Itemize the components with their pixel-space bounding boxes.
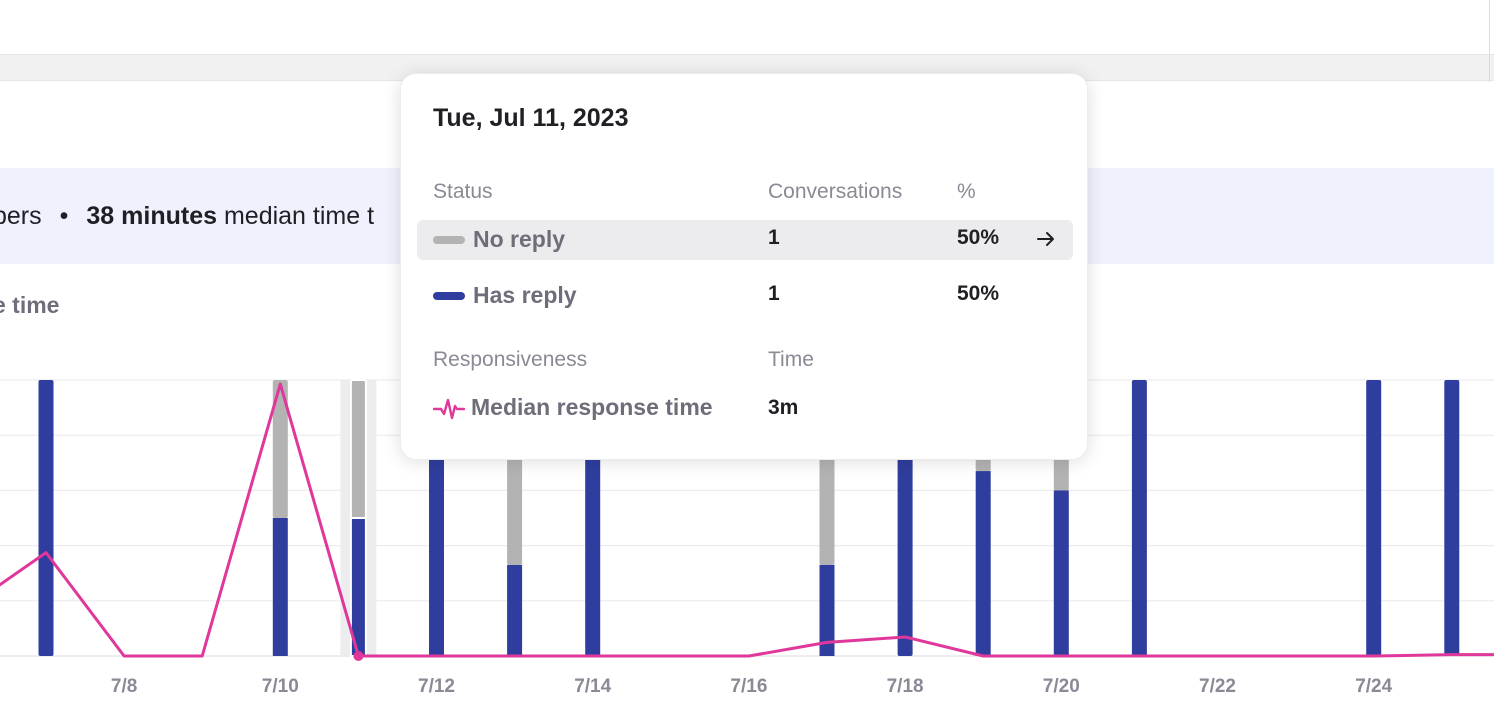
tooltip-row-median: Median response time 3m [417, 388, 1073, 428]
tooltip-row-no-reply[interactable]: No reply 1 50% [417, 220, 1073, 260]
x-axis-label: 7/8 [111, 676, 137, 697]
tooltip-row-has-reply[interactable]: Has reply 1 50% [417, 276, 1073, 316]
bar-has-reply [1053, 490, 1069, 656]
x-axis-label: 7/10 [262, 676, 299, 697]
bar-has-reply [507, 564, 523, 656]
bar-has-reply [975, 471, 991, 656]
chart-caption: e time [0, 292, 60, 318]
x-axis-labels: 7/8 7/10 7/12 7/14 7/16 7/18 7/20 7/22 7/24 [111, 676, 1393, 697]
bar-has-reply [1131, 380, 1147, 656]
bar-has-reply [819, 564, 835, 656]
percent-header: % [957, 180, 976, 203]
median-label: Median response time [471, 394, 713, 420]
x-axis-label: 7/24 [1355, 676, 1392, 697]
bar-no-reply [349, 379, 367, 519]
x-axis-label: 7/22 [1199, 676, 1236, 697]
bar-no-reply [272, 380, 288, 518]
x-axis-label: 7/18 [887, 676, 924, 697]
summary-text: pers • 38 minutes median time t [0, 168, 374, 264]
median-line-layer [0, 382, 1494, 661]
x-axis-label: 7/20 [1043, 676, 1080, 697]
bullet-separator: • [59, 202, 69, 230]
chart-tooltip: Tue, Jul 11, 2023 Status Conversations %… [400, 73, 1088, 460]
bar-has-reply [38, 380, 54, 656]
tooltip-date: Tue, Jul 11, 2023 [433, 104, 629, 132]
has-reply-swatch [433, 292, 465, 300]
row-percent: 50% [957, 282, 1000, 305]
median-value: 3m [768, 396, 799, 419]
arrow-right-icon[interactable] [1035, 228, 1057, 250]
x-axis-label: 7/12 [418, 676, 455, 697]
responsiveness-header: Responsiveness [433, 348, 588, 371]
bar-has-reply [1366, 380, 1382, 656]
row-count: 1 [768, 226, 780, 249]
bar-has-reply [272, 518, 288, 656]
row-label: No reply [473, 226, 566, 252]
bar-has-reply [1444, 380, 1460, 656]
scrollbar[interactable] [1489, 0, 1490, 82]
pulse-icon [433, 398, 465, 420]
x-axis-label: 7/14 [574, 676, 611, 697]
status-header: Status [433, 180, 493, 203]
no-reply-swatch [433, 236, 465, 244]
summary-prefix: pers [0, 202, 42, 230]
row-label: Has reply [473, 282, 577, 308]
summary-suffix: median time t [223, 202, 375, 230]
median-response-line [0, 382, 1494, 658]
median-hover-point [353, 651, 364, 661]
conversations-header: Conversations [768, 180, 903, 203]
median-time-value: 38 minutes [86, 202, 218, 230]
x-axis-label: 7/16 [730, 676, 767, 697]
time-header: Time [768, 348, 814, 371]
row-count: 1 [768, 282, 780, 305]
row-percent: 50% [957, 226, 1000, 249]
